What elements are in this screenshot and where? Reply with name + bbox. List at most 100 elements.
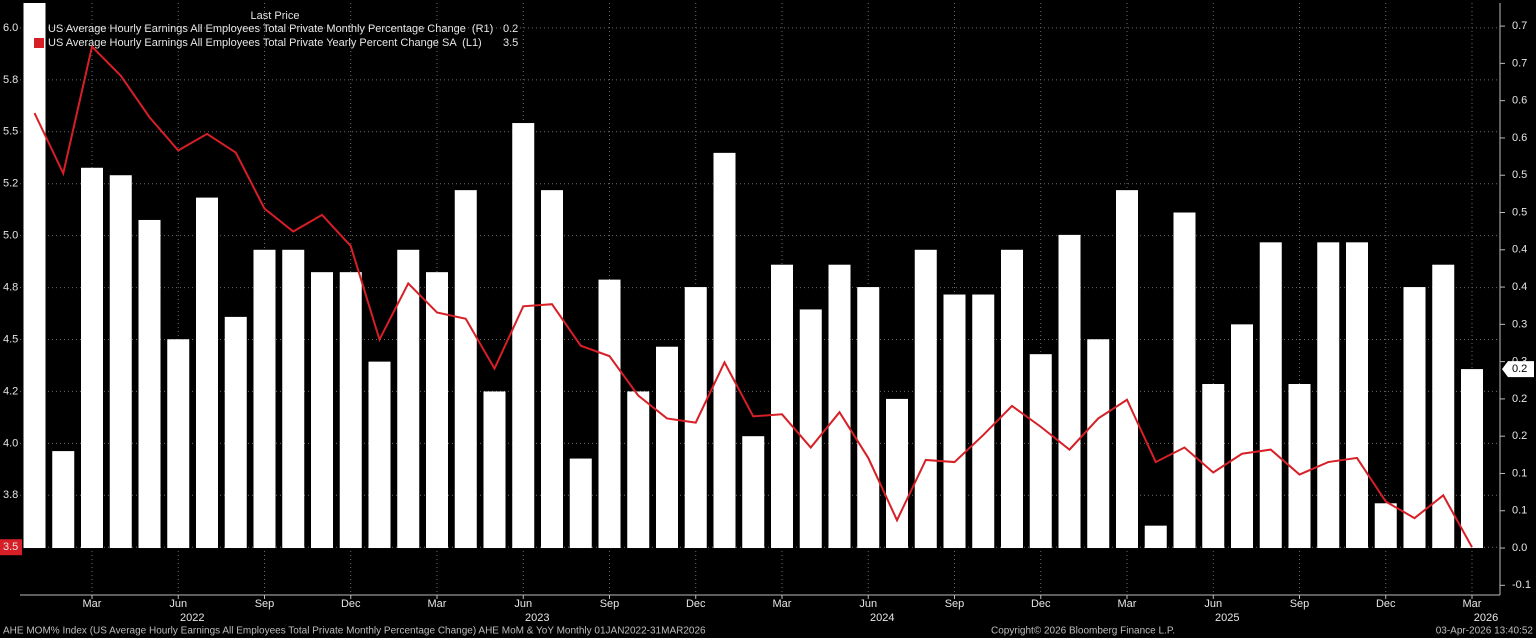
x-tick-label: Mar [428, 598, 447, 610]
bar [799, 309, 822, 549]
legend-label: US Average Hourly Earnings All Employees… [48, 23, 493, 35]
bar [541, 190, 563, 549]
bar [569, 458, 592, 549]
last-price-label: 0.2 [1512, 363, 1527, 375]
legend-title: Last Price [251, 10, 300, 22]
legend: Last Price US Average Hourly Earnings Al… [34, 10, 518, 49]
last-price-marker [1502, 361, 1534, 378]
bar [1288, 383, 1311, 549]
bar [483, 391, 506, 549]
footer-center: Copyright© 2026 Bloomberg Finance L.P. [991, 626, 1175, 637]
y-tick-label: 4.0 [3, 437, 18, 449]
bar [1403, 287, 1426, 549]
legend-swatch [34, 24, 44, 34]
y2-tick-label: 0.7 [1512, 57, 1527, 69]
legend-label: US Average Hourly Earnings All Employees… [48, 37, 482, 49]
bar [1116, 190, 1138, 549]
y-tick-label: 5.5 [3, 126, 18, 138]
y-tick-label: 4.8 [3, 281, 18, 293]
x-tick-label: Dec [686, 598, 706, 610]
y-tick-label: 5.2 [3, 178, 18, 190]
bar [771, 264, 793, 549]
bar [972, 294, 995, 549]
x-tick-label: Jun [514, 598, 532, 610]
y-tick-label: 3.8 [3, 489, 18, 501]
bar [512, 123, 535, 549]
bar [713, 152, 736, 549]
x-tick-label: Dec [1031, 598, 1051, 610]
x-tick-label: Mar [83, 598, 102, 610]
bar [109, 175, 132, 549]
y2-tick-label: 0.1 [1512, 505, 1527, 517]
y2-tick-label: 0.5 [1512, 169, 1527, 181]
bar [943, 294, 966, 549]
y2-tick-label: 0.3 [1512, 318, 1527, 330]
bar [1374, 503, 1397, 549]
x-year-label: 2026 [1474, 612, 1498, 624]
x-tick-label: Dec [1376, 598, 1396, 610]
bar [1173, 212, 1196, 549]
y2-tick-label: 0.4 [1512, 281, 1527, 293]
bar [1259, 242, 1282, 549]
bar [224, 316, 247, 549]
bar [1231, 324, 1253, 549]
x-tick-label: Mar [1463, 598, 1482, 610]
bar [368, 361, 391, 549]
y-tick-label: 4.5 [3, 333, 18, 345]
bar [253, 249, 276, 549]
bar [742, 436, 765, 549]
y2-tick-label: 0.6 [1512, 95, 1527, 107]
x-tick-label: Sep [255, 598, 275, 610]
last-price-label: 3.5 [3, 541, 18, 553]
legend-last-price: 3.5 [503, 37, 518, 49]
bar [656, 346, 678, 549]
y-tick-label: 6.0 [3, 22, 18, 34]
x-tick-label: Jun [859, 598, 877, 610]
bar [311, 272, 333, 549]
bar [282, 249, 305, 549]
x-tick-label: Mar [773, 598, 792, 610]
x-tick-label: Jun [169, 598, 187, 610]
y2-tick-label: 0.1 [1512, 467, 1527, 479]
y2-tick-label: 0.2 [1512, 430, 1527, 442]
y-tick-label: 4.2 [3, 385, 18, 397]
x-year-label: 2022 [180, 612, 204, 624]
y2-tick-label: 0.5 [1512, 206, 1527, 218]
axes: 3.5 3.8 4.0 4.2 4.5 4.8 5.0 5.2 5.5 5.8 6.0 -0.1 0.0… [0, 20, 1534, 624]
line [33, 44, 1473, 548]
bar [397, 249, 420, 549]
bar [339, 272, 362, 549]
y2-tick-label: 0.6 [1512, 132, 1527, 144]
x-tick-label: Sep [1290, 598, 1310, 610]
bar [138, 219, 161, 549]
y-tick-label: 5.8 [3, 74, 18, 86]
x-tick-label: Sep [600, 598, 620, 610]
bar [1432, 264, 1455, 549]
legend-last-price: 0.2 [503, 23, 518, 35]
bar [454, 190, 477, 549]
bar [1144, 525, 1167, 549]
y2-tick-label: 0.2 [1512, 393, 1527, 405]
bar [857, 287, 880, 549]
bar [1058, 234, 1081, 549]
bar [1001, 249, 1023, 549]
y-tick-label: 5.0 [3, 230, 18, 242]
x-tick-label: Jun [1204, 598, 1222, 610]
bar [914, 249, 937, 549]
plot-area [23, 3, 1483, 549]
bar [1317, 242, 1340, 549]
x-tick-label: Mar [1118, 598, 1137, 610]
bar [886, 398, 908, 549]
bar [1346, 242, 1368, 549]
x-year-label: 2023 [525, 612, 549, 624]
last-price-marker [0, 539, 22, 556]
x-year-label: 2024 [870, 612, 894, 624]
footer-left: AHE MOM% Index (US Average Hourly Earnin… [3, 626, 706, 637]
bar [828, 264, 851, 549]
x-tick-label: Dec [341, 598, 361, 610]
bar [598, 279, 621, 549]
legend-swatch [34, 38, 44, 48]
y2-tick-label: 0.0 [1512, 542, 1527, 554]
bar [426, 272, 448, 549]
